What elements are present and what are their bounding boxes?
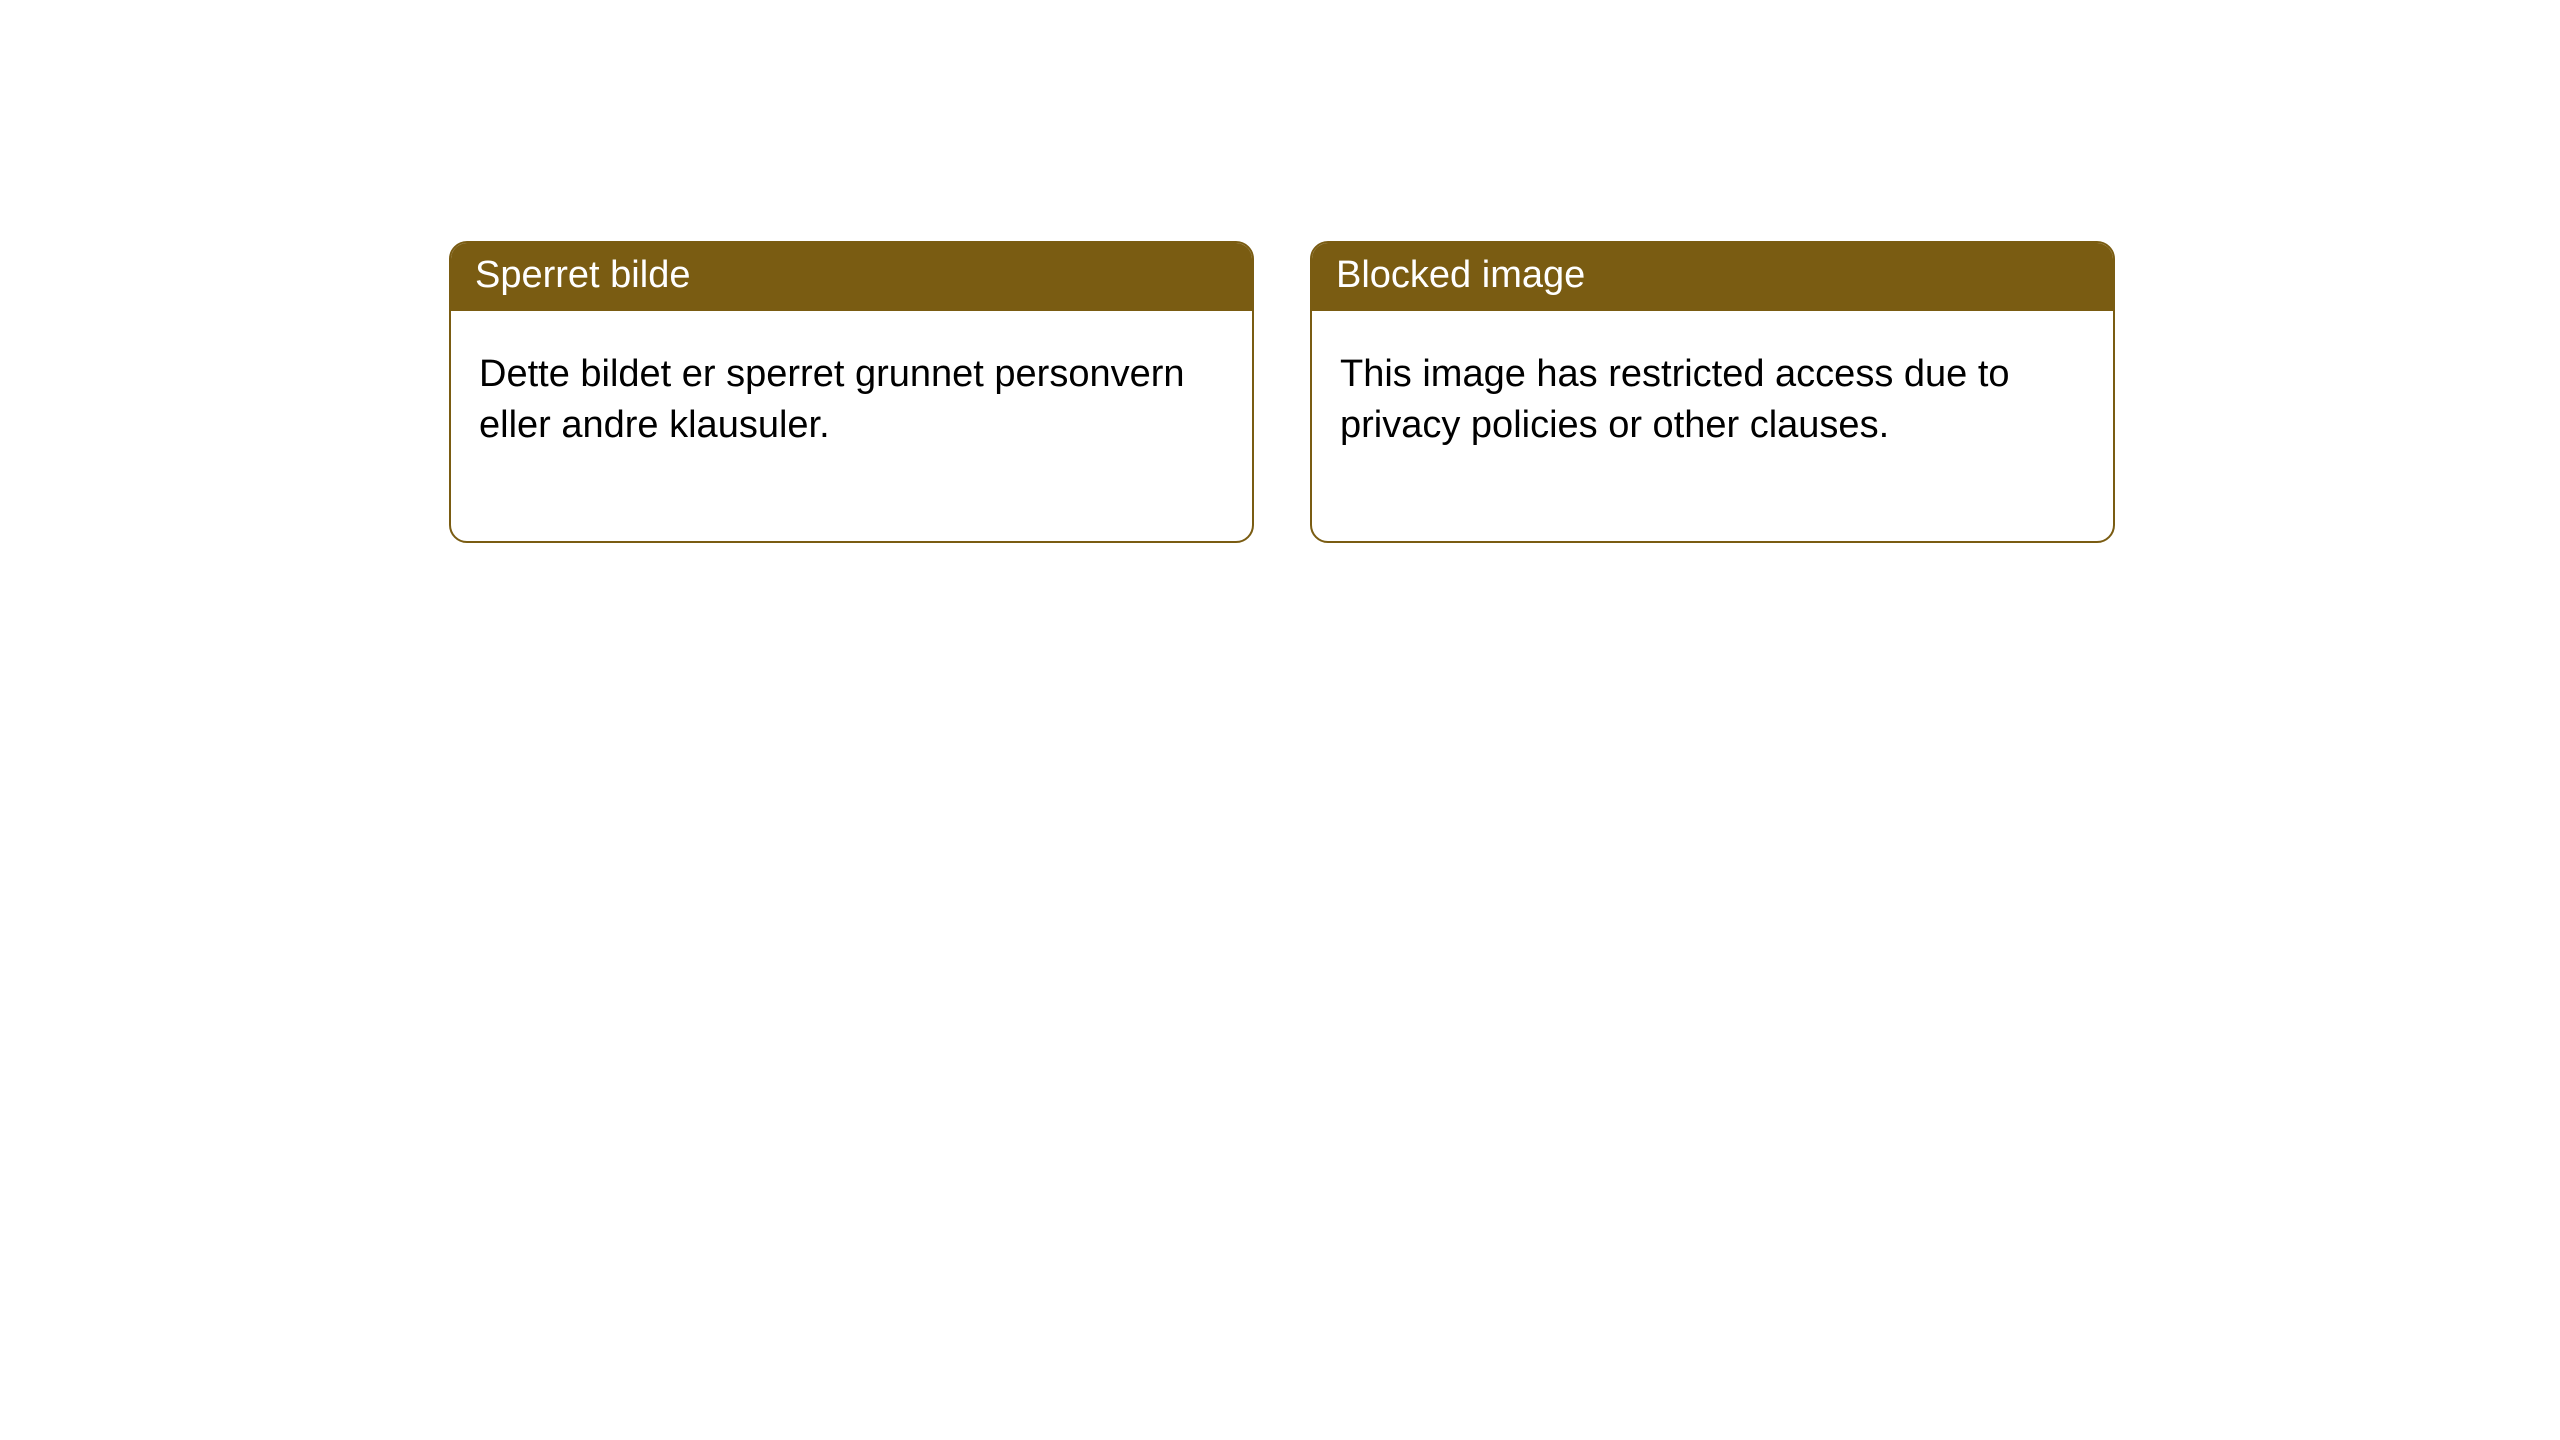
notices-container: Sperret bilde Dette bildet er sperret gr… xyxy=(0,0,2560,543)
notice-body-en: This image has restricted access due to … xyxy=(1312,311,2113,542)
notice-title-no: Sperret bilde xyxy=(451,243,1252,311)
notice-box-no: Sperret bilde Dette bildet er sperret gr… xyxy=(449,241,1254,543)
notice-box-en: Blocked image This image has restricted … xyxy=(1310,241,2115,543)
notice-body-no: Dette bildet er sperret grunnet personve… xyxy=(451,311,1252,542)
notice-title-en: Blocked image xyxy=(1312,243,2113,311)
